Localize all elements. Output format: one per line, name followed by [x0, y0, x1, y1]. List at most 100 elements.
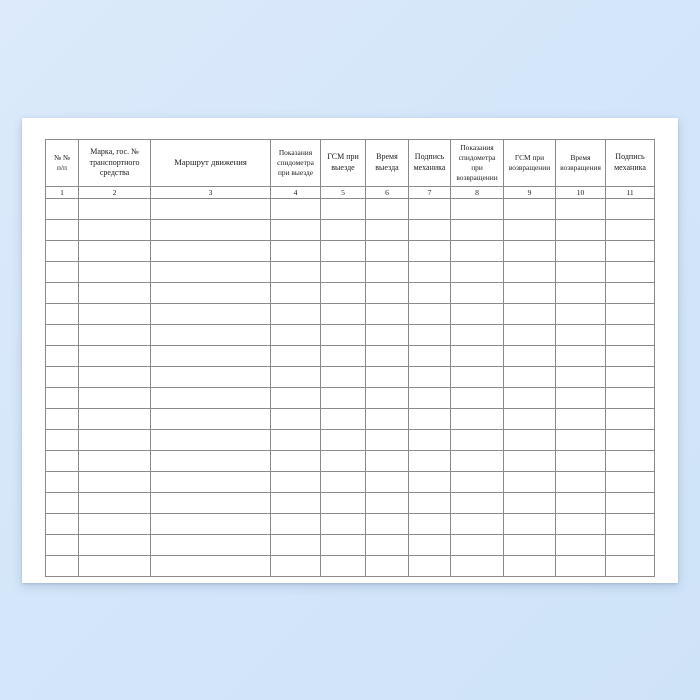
table-cell[interactable] [365, 534, 409, 556]
table-cell[interactable] [503, 324, 556, 346]
table-cell[interactable] [45, 366, 79, 388]
table-cell[interactable] [605, 240, 655, 262]
table-cell[interactable] [270, 261, 321, 283]
table-cell[interactable] [320, 555, 366, 577]
table-cell[interactable] [78, 471, 151, 493]
table-cell[interactable] [45, 534, 79, 556]
table-cell[interactable] [503, 408, 556, 430]
table-cell[interactable] [605, 366, 655, 388]
table-cell[interactable] [555, 429, 606, 451]
table-cell[interactable] [150, 303, 271, 325]
table-cell[interactable] [555, 240, 606, 262]
table-cell[interactable] [270, 450, 321, 472]
table-cell[interactable] [408, 261, 451, 283]
table-cell[interactable] [45, 303, 79, 325]
table-cell[interactable] [78, 408, 151, 430]
table-cell[interactable] [365, 387, 409, 409]
table-cell[interactable] [150, 219, 271, 241]
table-cell[interactable] [408, 534, 451, 556]
table-cell[interactable] [78, 240, 151, 262]
table-cell[interactable] [408, 408, 451, 430]
table-cell[interactable] [408, 387, 451, 409]
table-cell[interactable] [450, 198, 504, 220]
table-cell[interactable] [150, 261, 271, 283]
table-cell[interactable] [45, 471, 79, 493]
table-cell[interactable] [408, 345, 451, 367]
table-row[interactable] [45, 429, 655, 451]
table-cell[interactable] [45, 408, 79, 430]
table-row[interactable] [45, 261, 655, 283]
table-cell[interactable] [78, 261, 151, 283]
table-cell[interactable] [450, 219, 504, 241]
table-cell[interactable] [503, 555, 556, 577]
table-cell[interactable] [78, 303, 151, 325]
table-cell[interactable] [150, 345, 271, 367]
table-cell[interactable] [450, 282, 504, 304]
table-row[interactable] [45, 324, 655, 346]
table-cell[interactable] [150, 471, 271, 493]
table-cell[interactable] [408, 303, 451, 325]
table-cell[interactable] [555, 492, 606, 514]
table-cell[interactable] [365, 408, 409, 430]
table-cell[interactable] [45, 555, 79, 577]
table-cell[interactable] [270, 513, 321, 535]
table-cell[interactable] [78, 345, 151, 367]
table-cell[interactable] [450, 429, 504, 451]
table-cell[interactable] [503, 513, 556, 535]
table-cell[interactable] [365, 282, 409, 304]
table-cell[interactable] [605, 408, 655, 430]
table-cell[interactable] [78, 198, 151, 220]
table-cell[interactable] [270, 408, 321, 430]
table-cell[interactable] [605, 513, 655, 535]
table-cell[interactable] [270, 471, 321, 493]
table-row[interactable] [45, 471, 655, 493]
table-cell[interactable] [605, 198, 655, 220]
table-cell[interactable] [450, 387, 504, 409]
table-cell[interactable] [150, 429, 271, 451]
table-cell[interactable] [45, 429, 79, 451]
table-cell[interactable] [45, 492, 79, 514]
table-cell[interactable] [555, 345, 606, 367]
table-cell[interactable] [408, 324, 451, 346]
table-cell[interactable] [365, 366, 409, 388]
table-cell[interactable] [450, 471, 504, 493]
table-cell[interactable] [150, 408, 271, 430]
table-cell[interactable] [450, 303, 504, 325]
table-cell[interactable] [270, 492, 321, 514]
table-cell[interactable] [605, 492, 655, 514]
table-row[interactable] [45, 450, 655, 472]
table-cell[interactable] [605, 261, 655, 283]
table-cell[interactable] [605, 303, 655, 325]
table-cell[interactable] [503, 429, 556, 451]
table-cell[interactable] [320, 303, 366, 325]
table-cell[interactable] [270, 240, 321, 262]
table-cell[interactable] [365, 555, 409, 577]
table-cell[interactable] [150, 492, 271, 514]
table-cell[interactable] [78, 450, 151, 472]
table-cell[interactable] [150, 513, 271, 535]
table-cell[interactable] [605, 429, 655, 451]
table-cell[interactable] [78, 324, 151, 346]
table-cell[interactable] [605, 219, 655, 241]
table-row[interactable] [45, 219, 655, 241]
table-cell[interactable] [555, 219, 606, 241]
table-cell[interactable] [605, 387, 655, 409]
table-cell[interactable] [555, 387, 606, 409]
table-cell[interactable] [45, 345, 79, 367]
table-cell[interactable] [78, 282, 151, 304]
table-cell[interactable] [320, 450, 366, 472]
table-cell[interactable] [408, 366, 451, 388]
table-cell[interactable] [605, 555, 655, 577]
table-cell[interactable] [320, 534, 366, 556]
table-row[interactable] [45, 282, 655, 304]
table-cell[interactable] [408, 240, 451, 262]
table-cell[interactable] [150, 555, 271, 577]
table-cell[interactable] [605, 450, 655, 472]
table-cell[interactable] [270, 324, 321, 346]
table-cell[interactable] [605, 471, 655, 493]
table-cell[interactable] [150, 450, 271, 472]
table-cell[interactable] [408, 219, 451, 241]
table-cell[interactable] [270, 555, 321, 577]
table-cell[interactable] [78, 219, 151, 241]
table-cell[interactable] [408, 282, 451, 304]
